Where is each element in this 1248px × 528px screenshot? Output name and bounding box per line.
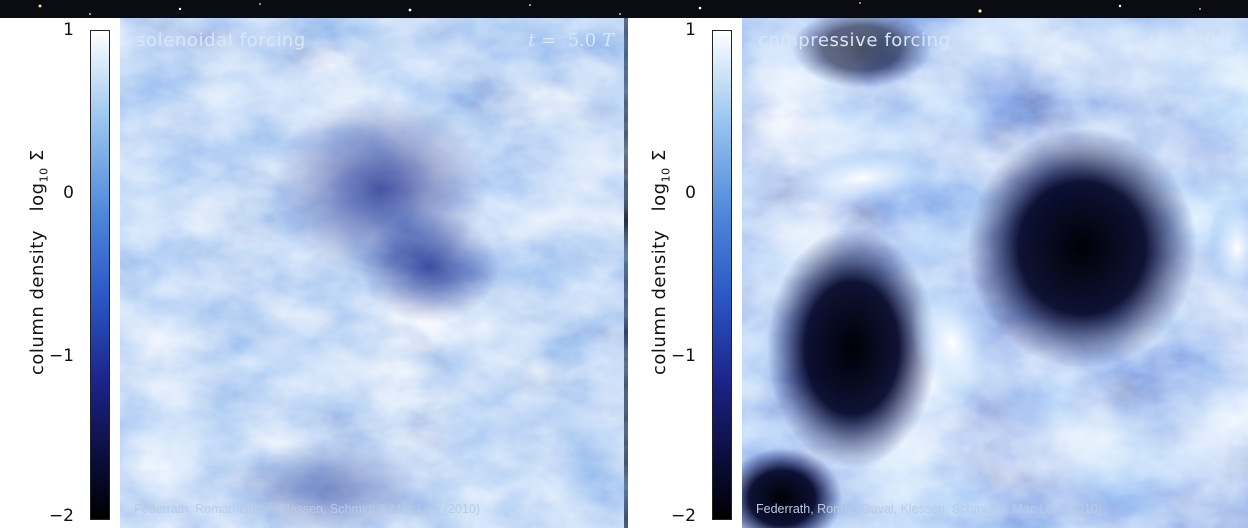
time-equals: = (1161, 30, 1177, 51)
left-colorbar-label: column density log10 Σ (27, 149, 51, 375)
panel-title: solenoidal forcing (136, 30, 306, 51)
colorbar-label-base: 10 (659, 167, 673, 183)
panel-time-label: t = 5.0 T (1148, 30, 1234, 51)
left-colorbar-tick: −2 (48, 506, 74, 526)
compressive-simulation-image: compressive forcing t = 5.0 T Federrath,… (742, 18, 1248, 528)
colorbar-label-log: log (27, 182, 48, 212)
colorbar-label-base: 10 (37, 167, 51, 183)
time-unit: T (1221, 30, 1234, 51)
time-value: 5.0 (1187, 30, 1217, 51)
left-colorbar-tick: 0 (63, 183, 74, 203)
colorbar-label-symbol: Σ (649, 149, 670, 162)
panel-credit: Federrath, Roman-Duval, Klessen, Schmidt… (134, 502, 480, 516)
time-variable: t (528, 30, 536, 51)
colorbar-label-text: column density (649, 230, 670, 375)
colorbar-label-text: column density (27, 230, 48, 375)
solenoidal-simulation-image: solenoidal forcing t = 5.0 T Federrath, … (120, 18, 628, 528)
panel-time-label: t = 5.0 T (528, 30, 614, 51)
time-value: 5.0 (567, 30, 597, 51)
left-colorbar (90, 30, 110, 520)
right-colorbar-tick: 0 (685, 183, 696, 203)
left-colorbar-tick: 1 (63, 20, 74, 40)
time-equals: = (541, 30, 557, 51)
right-colorbar (712, 30, 732, 520)
time-variable: t (1148, 30, 1156, 51)
panel-credit: Federrath, Roman-Duval, Klessen, Schmidt… (756, 502, 1102, 516)
left-colorbar-tick: −1 (48, 346, 74, 366)
right-colorbar-tick: 1 (685, 20, 696, 40)
panel-title: compressive forcing (758, 30, 951, 51)
right-colorbar-label: column density log10 Σ (649, 149, 673, 375)
colorbar-label-log: log (649, 182, 670, 212)
right-colorbar-tick: −1 (670, 346, 696, 366)
right-colorbar-tick: −2 (670, 506, 696, 526)
time-unit: T (601, 30, 614, 51)
colorbar-label-symbol: Σ (27, 149, 48, 162)
